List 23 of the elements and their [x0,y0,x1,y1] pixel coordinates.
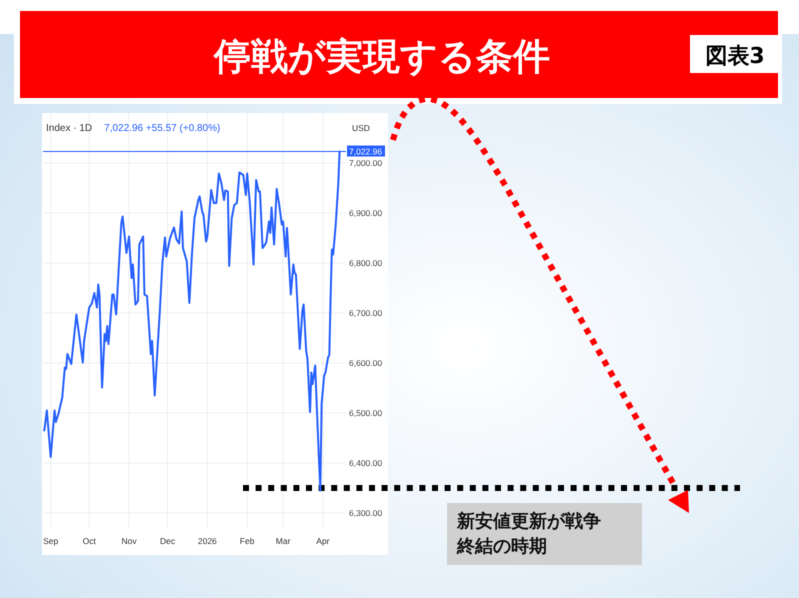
x-tick-label: Dec [160,536,176,546]
y-tick-label: 6,700.00 [349,308,382,318]
y-tick-label: 6,400.00 [349,458,382,468]
chart-title: 停戦が実現する条件 [212,35,550,78]
x-tick-label: Apr [316,536,330,546]
text: 図表3 [705,44,765,69]
x-tick-label: Nov [121,536,138,546]
y-tick-label: 6,600.00 [349,358,382,368]
x-tick-label: 2026 [198,536,218,546]
annotation: Index · 1D [46,123,92,134]
annotation: 7,022.96 +55.57 (+0.80%) [104,123,220,134]
ref-line-label: 新安値更新が戦争終結の時期 [447,503,642,565]
x-tick-label: Mar [276,536,291,546]
y-tick-label: 6,300.00 [349,508,382,518]
y-axis-title: USD [352,123,370,133]
y-tick-label: 6,800.00 [349,258,382,268]
ref-line-label: 7,022.96 [349,146,382,157]
y-tick-label: 6,900.00 [349,208,382,218]
x-tick-label: Oct [82,536,96,546]
x-tick-label: Sep [43,536,59,546]
y-tick-label: 7,000.00 [349,158,382,168]
y-tick-label: 6,500.00 [349,408,382,418]
x-tick-label: Feb [240,536,255,546]
